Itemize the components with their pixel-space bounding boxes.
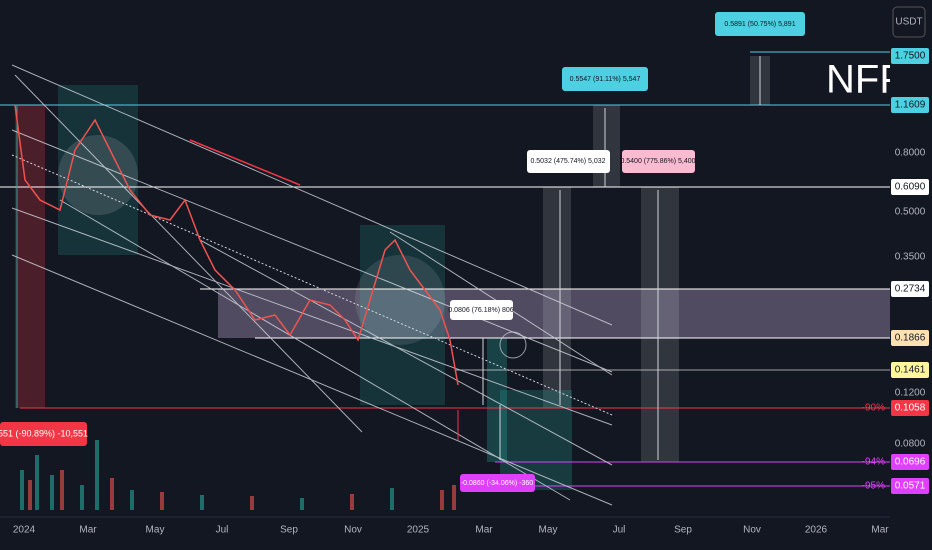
annotation-box	[527, 150, 610, 173]
drop-zone	[15, 105, 45, 408]
time-label: Jul	[613, 525, 626, 536]
volume-bars	[20, 440, 394, 510]
price-tag	[891, 281, 929, 297]
annotation-box	[622, 150, 695, 173]
range-zone	[218, 289, 890, 338]
highlight-circle	[58, 135, 138, 215]
level-label: -94%	[862, 457, 885, 468]
price-label: 0.1461	[895, 365, 926, 376]
annotation-box	[715, 12, 805, 36]
price-label: 0.1058	[895, 403, 926, 414]
price-tag	[891, 454, 929, 470]
target-zone	[543, 187, 571, 408]
price-label: 1.7500	[895, 51, 926, 62]
price-label: 0.0800	[895, 439, 926, 450]
time-label: Nov	[344, 525, 362, 536]
currency[interactable]: USDT	[895, 17, 922, 28]
price-label: 0.6090	[895, 182, 926, 193]
annotation-box	[450, 300, 513, 320]
currency-button[interactable]	[892, 6, 926, 38]
price-label: 0.2734	[895, 284, 926, 295]
target-zone	[593, 105, 620, 187]
trend-arrow	[189, 139, 301, 186]
price-tag	[891, 330, 929, 346]
time-label: May	[146, 525, 165, 536]
time-label: 2025	[407, 525, 430, 536]
price-tag	[891, 478, 929, 494]
price-line	[14, 104, 459, 386]
time-label: 2024	[13, 525, 36, 536]
price-label: 1.1609	[895, 100, 926, 111]
price-tag	[891, 48, 929, 64]
annotation: 0.5547 (91.11%) 5,547	[570, 76, 641, 83]
price-label: 0.0571	[895, 481, 926, 492]
annotation: 0.0806 (76.18%) 806	[448, 307, 513, 314]
price-label: 0.0696	[895, 457, 926, 468]
time-label: Sep	[280, 525, 298, 536]
time-label: Mar	[475, 525, 493, 536]
time-label: 2026	[805, 525, 828, 536]
price-tag	[891, 97, 929, 113]
time-label: Nov	[743, 525, 761, 536]
annotation: 551 (-90.89%) -10,551	[0, 428, 88, 438]
annotation-box	[0, 422, 87, 446]
annotation-box	[460, 474, 535, 492]
highlight-circle	[355, 255, 445, 345]
target-zone	[641, 187, 679, 462]
time-label: Sep	[674, 525, 692, 536]
price-tag	[891, 179, 929, 195]
time-label: Mar	[871, 525, 889, 536]
price-label: 0.1200	[895, 388, 926, 399]
projection-arrows	[457, 56, 761, 460]
annotation-box	[562, 67, 648, 91]
price-label: 0.5000	[895, 207, 926, 218]
annotation: 0.5891 (50.75%) 5,891	[724, 21, 795, 28]
mid-line	[11, 154, 613, 416]
annotation: -0.0860 (-34.06%) -360	[461, 480, 533, 487]
time-label: Mar	[79, 525, 97, 536]
level-label: -95%	[862, 481, 885, 492]
price-label: 0.1866	[895, 333, 926, 344]
volume-bars	[28, 470, 456, 510]
price-label: 0.8000	[895, 148, 926, 159]
price-tag	[891, 362, 929, 378]
level-label: -90%	[862, 403, 885, 414]
highlight-circle	[499, 331, 527, 359]
time-label: May	[539, 525, 558, 536]
annotation: 0.5400 (775.86%) 5,400	[620, 158, 695, 165]
annotation: 0.5032 (475.74%) 5,032	[530, 158, 605, 165]
time-label: Jul	[216, 525, 229, 536]
price-label: 0.3500	[895, 252, 926, 263]
price-tag	[891, 400, 929, 416]
zone	[487, 338, 507, 462]
